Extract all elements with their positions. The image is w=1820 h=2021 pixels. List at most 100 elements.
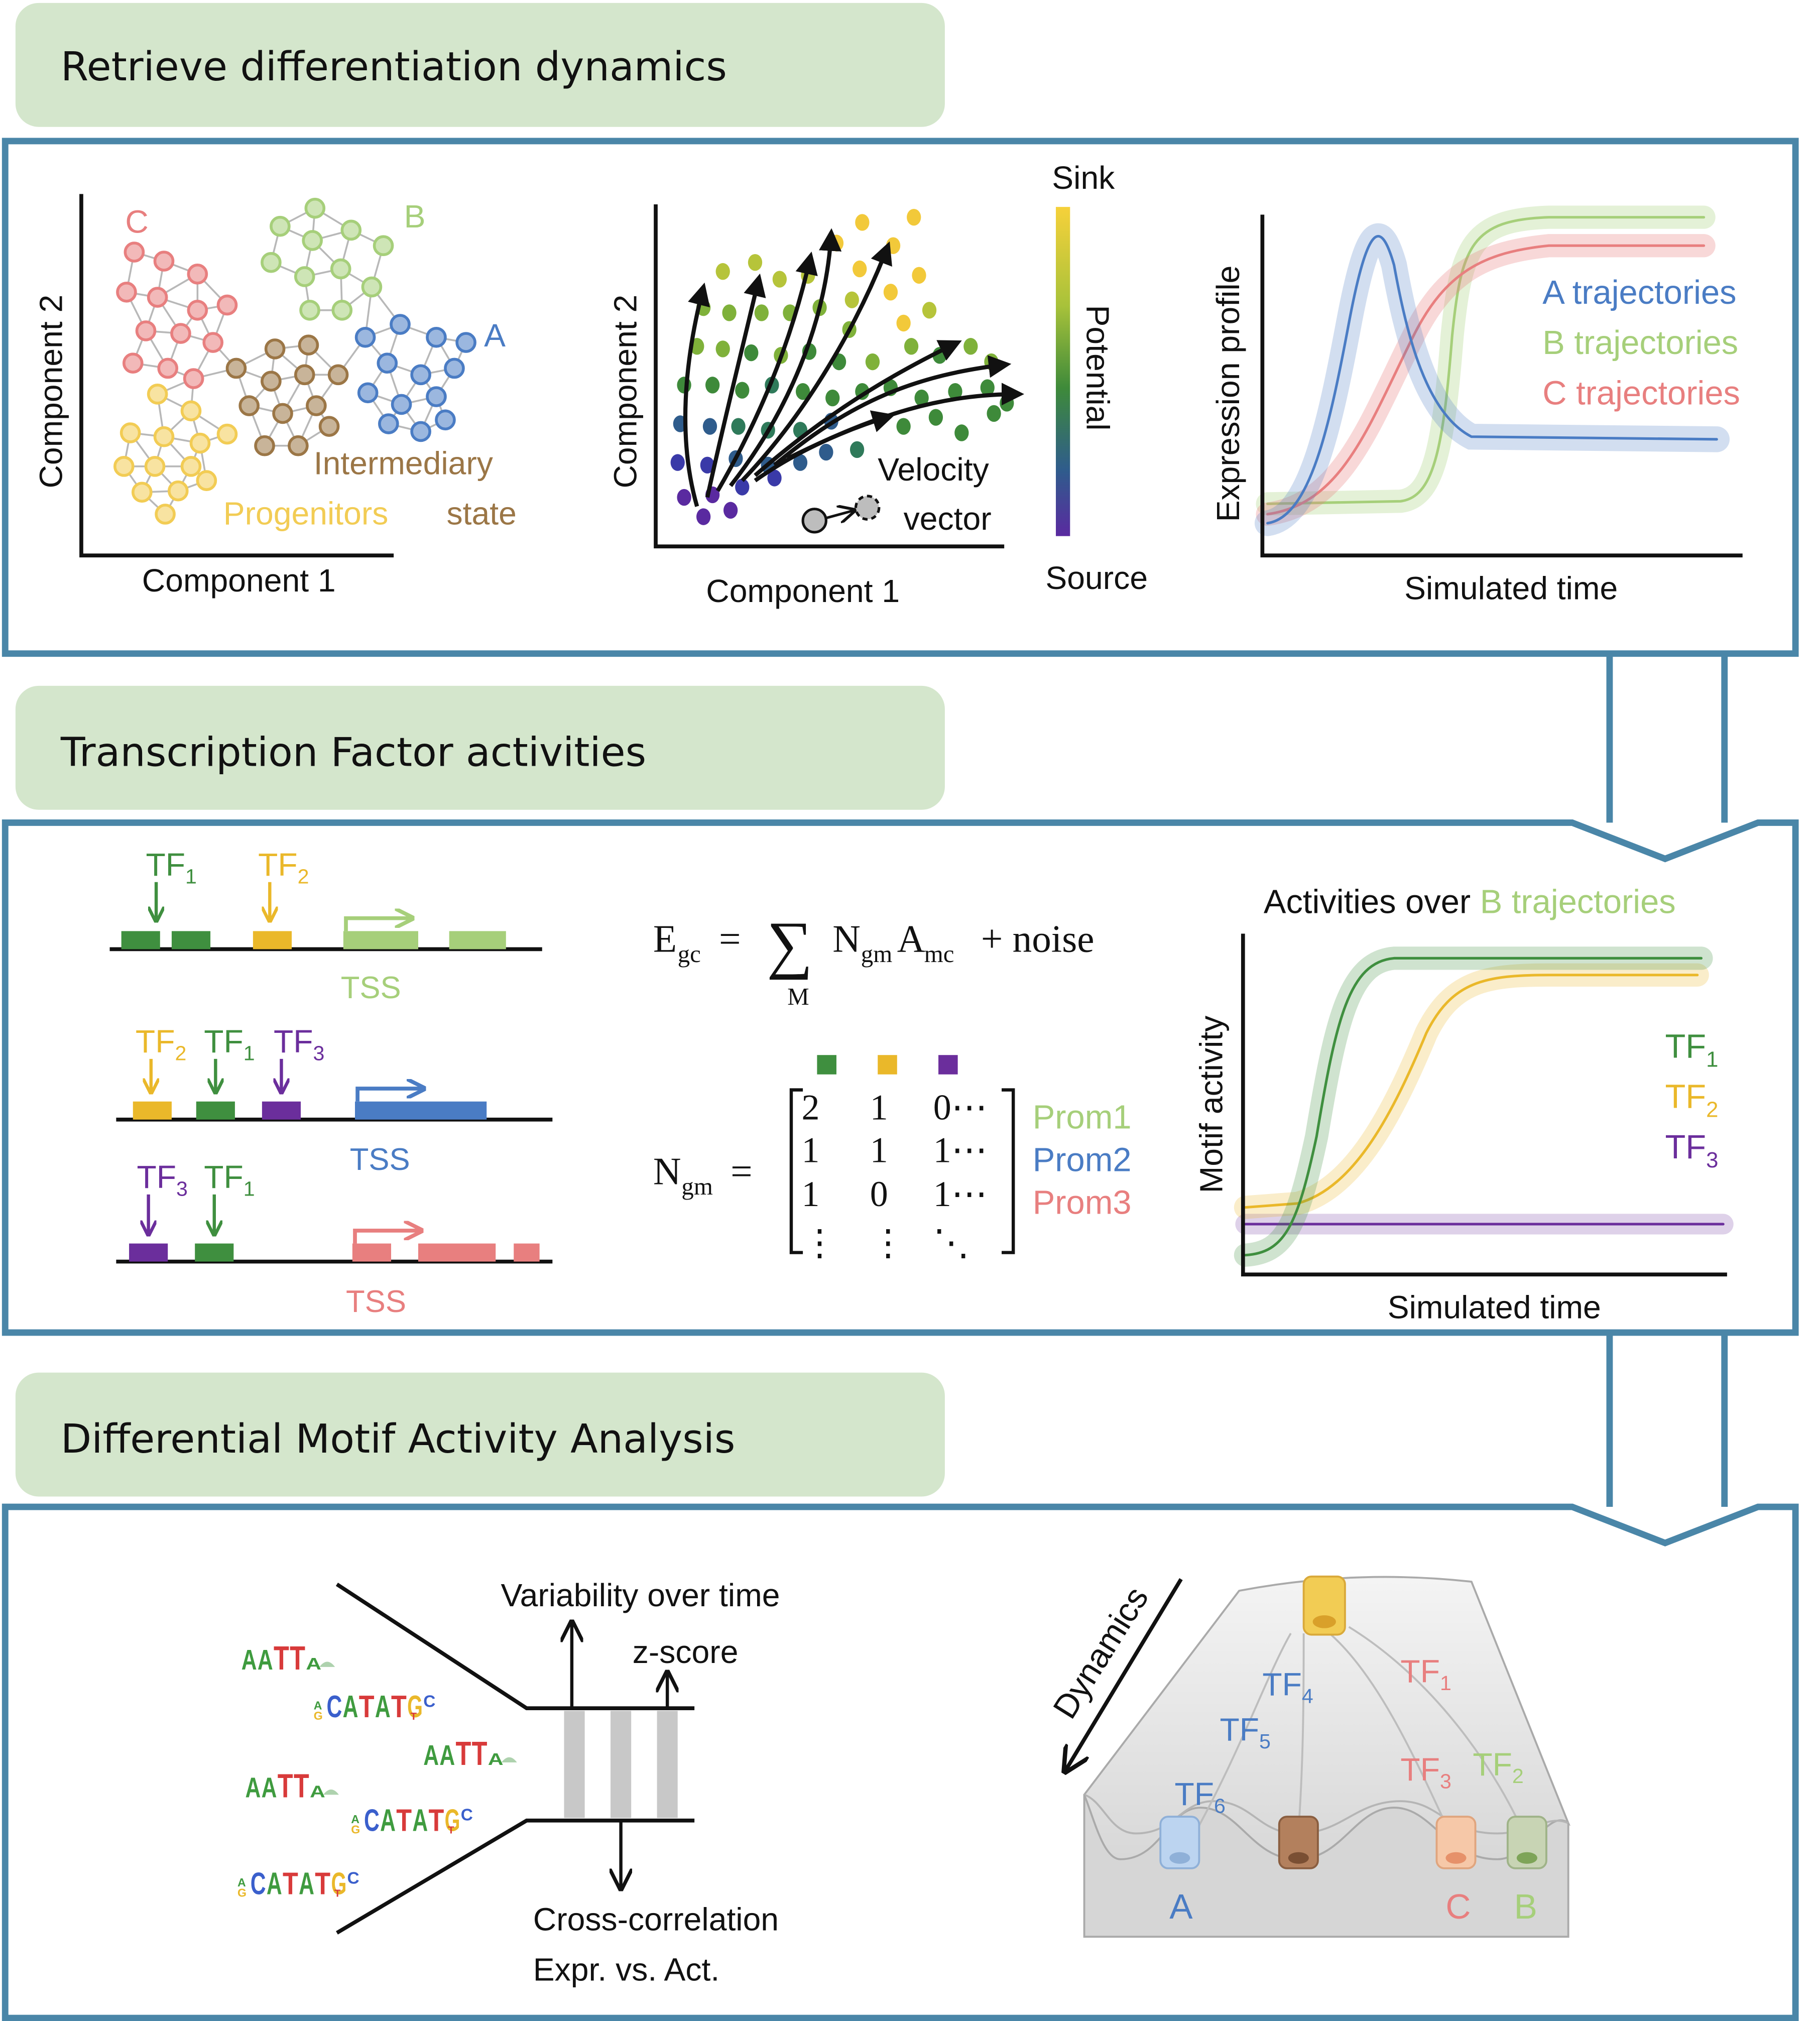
svg-text:A: A: [314, 1699, 322, 1712]
svg-text:A: A: [258, 1644, 273, 1676]
graph-node: [298, 334, 319, 356]
p2-tss: TSS: [350, 1142, 410, 1177]
motif-logo: AG C A T A T G CT: [314, 1690, 436, 1724]
velocity-cell: [963, 338, 978, 355]
matrix-cell: 0: [870, 1174, 888, 1214]
graph-label-intermediary: Intermediary: [314, 445, 493, 481]
graph-node: [216, 423, 238, 445]
graph-node: [202, 332, 224, 353]
eq-equals: =: [719, 917, 741, 961]
expression-panel: Simulated time Expression profile A traj…: [1210, 205, 1743, 607]
graph-node: [426, 386, 447, 407]
svg-text:T: T: [359, 1690, 375, 1724]
svg-text:C: C: [326, 1690, 342, 1724]
graph-node: [340, 219, 362, 241]
landscape-cell-b: [1506, 1816, 1547, 1869]
activity-axes: [1241, 933, 1727, 1277]
svg-text:T: T: [294, 1767, 309, 1805]
velocity-cell: [744, 344, 759, 362]
eq-sigma: ∑: [767, 908, 813, 980]
graph-node: [155, 504, 176, 525]
matrix-prom2: Prom2: [1033, 1141, 1132, 1179]
velocity-cell: [954, 424, 969, 441]
zscore-label: z-score: [633, 1634, 739, 1670]
eq-mc: mc: [924, 940, 954, 968]
header-2: Transcription Factor activities: [15, 685, 945, 810]
velocity-cell: [987, 405, 1001, 422]
velocity-cell: [1000, 395, 1014, 412]
matrix-cell: ⋮: [802, 1223, 838, 1263]
graph-node: [116, 281, 137, 303]
p1-tf1-label: TF1: [146, 847, 197, 888]
velocity-cell: [723, 502, 738, 519]
graph-node: [390, 314, 411, 335]
velocity-axes: [654, 204, 1005, 549]
svg-text:A: A: [343, 1690, 358, 1724]
graph-axes: [79, 194, 394, 558]
svg-text:A: A: [412, 1803, 428, 1838]
velocity-cell: [722, 304, 737, 321]
graph-node: [270, 215, 291, 237]
graph-node: [153, 426, 175, 447]
svg-text:A: A: [262, 1771, 277, 1803]
cell-graph-panel: Component 1 Component 2 C B A Intermedia…: [33, 194, 517, 599]
velocity-cell: [748, 254, 763, 271]
velocity-cell: [907, 208, 921, 226]
svg-text:T: T: [456, 1735, 471, 1772]
svg-text:T: T: [411, 1711, 417, 1722]
velocity-cell: [767, 469, 782, 487]
graph-node: [157, 358, 179, 379]
graph-node: [304, 197, 326, 219]
graph-node: [318, 416, 340, 437]
variability-label: Variability over time: [501, 1577, 780, 1613]
velocity-vector-icon: [801, 495, 881, 534]
velocity-cell: [795, 383, 810, 400]
velocity-cell: [922, 302, 937, 319]
p2-tf1-label: TF1: [204, 1023, 255, 1064]
graph-node: [261, 252, 282, 273]
header-1: Retrieve differentiation dynamics: [15, 3, 945, 127]
velocity-cell: [980, 379, 995, 396]
velocity-cell: [904, 338, 919, 355]
svg-text:A: A: [306, 1655, 321, 1674]
graph-node: [119, 422, 141, 443]
motif-matrix: N gm = 2 1 0⋯1 1 1⋯1 0 1⋯⋮ ⋮ ⋱ Prom1 Prom2 Prom3: [653, 1055, 1132, 1263]
graph-node: [272, 403, 293, 424]
svg-text:T: T: [429, 1803, 444, 1838]
landscape-tf2: TF2: [1473, 1746, 1523, 1788]
colorbar-sink: Sink: [1052, 160, 1115, 196]
graph-node: [377, 352, 398, 374]
matrix-cell: 0⋯: [933, 1088, 988, 1128]
xcorr-label-2: Expr. vs. Act.: [533, 1952, 719, 1988]
landscape-tf1: TF1: [1400, 1653, 1451, 1695]
p3-tss: TSS: [346, 1284, 406, 1319]
matrix-cell: 2: [802, 1088, 820, 1128]
graph-node: [361, 276, 383, 298]
matrix-cell: ⋮: [870, 1223, 906, 1263]
graph-node: [327, 364, 349, 386]
header-2-title: Transcription Factor activities: [60, 729, 646, 775]
p3-tf1-label: TF1: [204, 1159, 255, 1200]
graph-node: [144, 456, 166, 477]
graph-node: [135, 320, 157, 341]
graph-node: [294, 364, 315, 386]
graph-node: [435, 409, 456, 431]
velocity-cell: [731, 418, 746, 435]
velocity-cell: [715, 340, 730, 358]
header-1-title: Retrieve differentiation dynamics: [61, 43, 727, 90]
motif-funnel: Variability over time z-score Cross-corr…: [335, 1577, 780, 1988]
matrix-prom1: Prom1: [1033, 1099, 1132, 1136]
graph-label-c: C: [125, 204, 148, 240]
graph-node: [299, 299, 320, 321]
graph-node: [294, 266, 315, 287]
expression-xlabel: Simulated time: [1404, 570, 1618, 607]
motif-activity-panel: Activities over B trajectories Simulated…: [1193, 883, 1734, 1326]
matrix-cell: 1: [802, 1174, 820, 1214]
graph-node: [254, 435, 275, 456]
promoter-2: TF2 TF1 TF3 TSS: [116, 1023, 553, 1177]
velocity-label-1: Velocity: [878, 451, 989, 488]
graph-node: [124, 242, 145, 263]
landscape-label-b: B: [1514, 1887, 1537, 1926]
